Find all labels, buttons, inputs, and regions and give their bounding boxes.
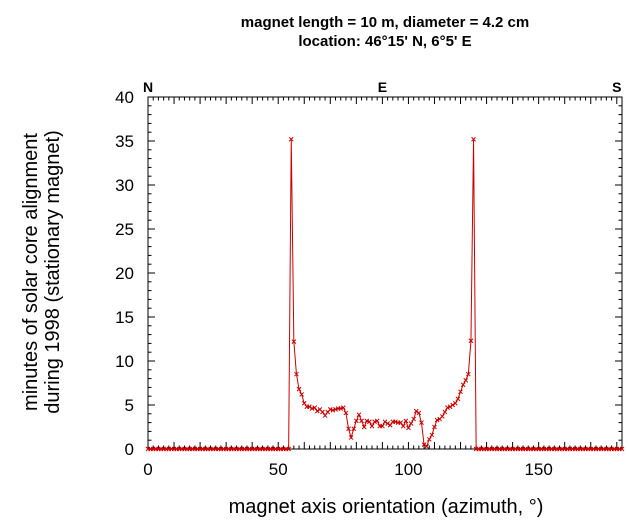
data-point bbox=[447, 404, 453, 410]
axis-ticks bbox=[147, 96, 623, 450]
data-point bbox=[361, 424, 367, 430]
data-point bbox=[416, 410, 422, 416]
data-point bbox=[338, 406, 344, 411]
y-axis-label: minutes of solar core alignment during 1… bbox=[20, 130, 64, 414]
data-point bbox=[299, 392, 305, 397]
data-point bbox=[348, 435, 354, 440]
data-series bbox=[145, 136, 625, 452]
y-tick-label: 25 bbox=[115, 220, 134, 239]
data-point bbox=[398, 420, 403, 425]
y-tick-label: 30 bbox=[115, 176, 134, 195]
y-tick-label: 15 bbox=[115, 308, 134, 327]
data-point bbox=[333, 407, 338, 412]
data-point bbox=[372, 419, 377, 425]
chart-title: magnet length = 10 m, diameter = 4.2 cm … bbox=[241, 14, 529, 50]
compass-label: E bbox=[378, 79, 387, 95]
data-point bbox=[419, 420, 424, 425]
series-line bbox=[148, 139, 622, 450]
data-point bbox=[455, 396, 461, 402]
chart-title-line-2: location: 46°15' N, 6°5' E bbox=[298, 33, 471, 50]
data-point bbox=[330, 407, 336, 413]
data-point bbox=[465, 371, 471, 377]
data-point bbox=[432, 424, 437, 430]
y-tick-label: 40 bbox=[115, 88, 134, 107]
y-tick-label: 0 bbox=[125, 440, 134, 459]
y-axis-label-line-1: minutes of solar core alignment bbox=[20, 133, 42, 411]
x-tick-label: 0 bbox=[143, 460, 152, 479]
data-point bbox=[288, 136, 294, 142]
data-point bbox=[460, 382, 466, 388]
data-point bbox=[309, 406, 315, 411]
data-point bbox=[387, 422, 393, 428]
data-point bbox=[411, 416, 417, 422]
y-axis-label-line-2: during 1998 (stationary magnet) bbox=[42, 130, 64, 414]
data-point bbox=[468, 338, 474, 344]
data-point bbox=[340, 405, 346, 410]
data-point bbox=[442, 409, 448, 415]
data-point bbox=[296, 386, 302, 392]
data-point bbox=[619, 446, 625, 452]
data-point bbox=[471, 136, 476, 142]
data-point bbox=[312, 405, 318, 410]
data-point bbox=[353, 418, 359, 424]
data-point bbox=[463, 378, 469, 383]
data-point bbox=[356, 412, 362, 418]
data-point bbox=[445, 405, 450, 410]
data-point bbox=[359, 418, 364, 424]
x-tick-label: 50 bbox=[269, 460, 288, 479]
data-point bbox=[301, 400, 307, 406]
data-point bbox=[426, 436, 432, 442]
data-point bbox=[452, 400, 458, 406]
y-tick-label: 5 bbox=[125, 396, 134, 415]
data-point bbox=[314, 408, 320, 414]
data-point bbox=[382, 419, 388, 425]
y-tick-label: 20 bbox=[115, 264, 134, 283]
data-point bbox=[294, 371, 299, 377]
data-point bbox=[421, 442, 427, 447]
data-point bbox=[413, 408, 419, 414]
data-point bbox=[327, 407, 333, 412]
data-point bbox=[403, 418, 409, 424]
data-point bbox=[286, 446, 291, 452]
plot-frame bbox=[147, 96, 623, 450]
compass-label: S bbox=[612, 79, 621, 95]
y-tick-label: 10 bbox=[115, 352, 134, 371]
data-point bbox=[343, 410, 349, 416]
y-tick-label: 35 bbox=[115, 132, 134, 151]
x-tick-label: 150 bbox=[524, 460, 552, 479]
x-axis-label: magnet axis orientation (azimuth, °) bbox=[229, 496, 544, 518]
data-point bbox=[307, 404, 312, 410]
data-point bbox=[385, 421, 390, 426]
data-point bbox=[406, 425, 411, 431]
data-point bbox=[367, 419, 372, 425]
data-point bbox=[393, 419, 398, 425]
compass-label: N bbox=[143, 79, 153, 95]
data-point bbox=[346, 426, 351, 432]
data-point bbox=[458, 389, 463, 395]
data-point bbox=[429, 432, 435, 438]
data-point bbox=[424, 444, 430, 449]
data-point bbox=[380, 423, 385, 429]
x-tick-label: 100 bbox=[394, 460, 422, 479]
data-point bbox=[364, 418, 370, 424]
tick-labels: 0 50 100 150 0 5 10 15 20 25 30 35 40 N E S bbox=[115, 79, 621, 479]
data-point bbox=[291, 339, 297, 344]
chart-title-line-1: magnet length = 10 m, diameter = 4.2 cm bbox=[241, 14, 529, 31]
data-point bbox=[374, 418, 380, 424]
data-point bbox=[369, 423, 375, 429]
data-point bbox=[439, 414, 445, 419]
data-point bbox=[450, 402, 456, 408]
data-point bbox=[351, 426, 357, 432]
data-point bbox=[400, 423, 406, 429]
data-point bbox=[408, 421, 414, 426]
data-point bbox=[322, 413, 328, 418]
data-point bbox=[434, 417, 440, 423]
data-point bbox=[320, 409, 325, 415]
